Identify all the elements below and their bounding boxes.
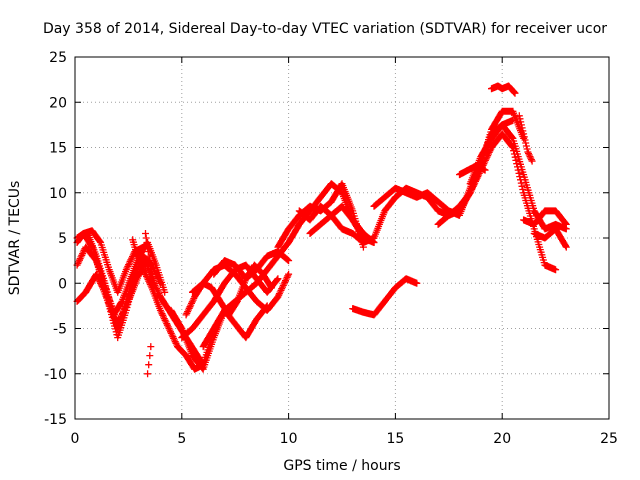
x-axis-label: GPS time / hours bbox=[283, 458, 400, 474]
x-tick-label: 15 bbox=[386, 431, 404, 447]
plus-markers bbox=[488, 82, 519, 97]
series-track-10 bbox=[178, 261, 282, 342]
y-tick-label: 5 bbox=[58, 231, 67, 247]
y-tick-label: -5 bbox=[53, 322, 67, 338]
series-track-14 bbox=[210, 248, 293, 283]
series-track-18 bbox=[349, 275, 421, 319]
y-tick-label: 25 bbox=[49, 50, 67, 66]
y-axis-label: SDTVAR / TECUs bbox=[7, 181, 23, 296]
y-ticks: -15 -10 -5 0 5 10 15 20 25 bbox=[44, 50, 609, 428]
series-track-8 bbox=[144, 343, 155, 378]
series-track-6 bbox=[129, 236, 149, 269]
series-track-7 bbox=[142, 230, 158, 287]
plus-markers bbox=[144, 343, 155, 378]
plus-markers bbox=[515, 112, 536, 165]
series-track-21 bbox=[434, 130, 560, 274]
plus-markers bbox=[129, 236, 149, 269]
y-tick-label: 20 bbox=[49, 95, 67, 111]
plus-markers bbox=[434, 130, 560, 274]
chart-title: Day 358 of 2014, Sidereal Day-to-day VTE… bbox=[43, 21, 607, 37]
series-track-13 bbox=[199, 302, 271, 351]
plus-markers bbox=[142, 230, 158, 287]
x-tick-label: 20 bbox=[493, 431, 511, 447]
series-track-27 bbox=[530, 225, 570, 251]
plus-markers bbox=[199, 302, 271, 351]
series-track-26 bbox=[520, 207, 570, 228]
grid bbox=[75, 57, 609, 419]
y-tick-label: -10 bbox=[44, 367, 67, 383]
plus-markers bbox=[466, 121, 570, 233]
plus-markers bbox=[210, 248, 293, 283]
x-ticks: 0 5 10 15 20 25 bbox=[71, 57, 618, 447]
plot-frame bbox=[74, 56, 610, 420]
plus-markers bbox=[306, 202, 378, 246]
series-track-23 bbox=[466, 121, 570, 233]
plus-markers bbox=[530, 225, 570, 251]
x-tick-label: 10 bbox=[280, 431, 298, 447]
y-tick-label: 15 bbox=[49, 141, 67, 157]
y-tick-label: -15 bbox=[44, 412, 67, 428]
series-track-17 bbox=[306, 202, 378, 246]
data-points bbox=[73, 82, 570, 378]
series-track-25 bbox=[515, 112, 536, 165]
x-tick-label: 5 bbox=[177, 431, 186, 447]
y-tick-label: 10 bbox=[49, 186, 67, 202]
plus-markers bbox=[349, 275, 421, 319]
plus-markers bbox=[178, 261, 282, 342]
series-track-24 bbox=[488, 82, 519, 97]
y-tick-label: 0 bbox=[58, 276, 67, 292]
x-tick-label: 25 bbox=[600, 431, 618, 447]
plus-markers bbox=[520, 207, 570, 228]
x-tick-label: 0 bbox=[71, 431, 80, 447]
